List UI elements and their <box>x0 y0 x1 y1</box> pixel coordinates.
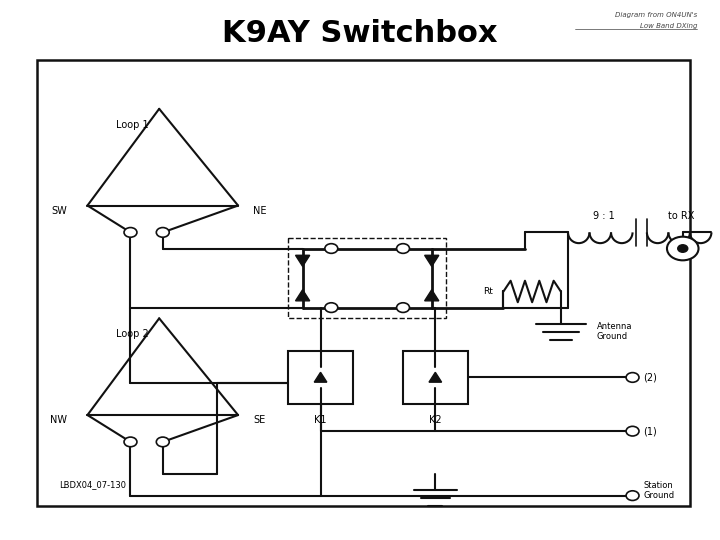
Circle shape <box>678 245 688 252</box>
Text: Loop 2: Loop 2 <box>116 329 149 340</box>
Text: Station
Ground: Station Ground <box>643 481 675 500</box>
Bar <box>37 60 690 507</box>
Text: (1): (1) <box>643 426 657 436</box>
Text: SE: SE <box>253 415 266 426</box>
Polygon shape <box>295 290 310 301</box>
Circle shape <box>124 227 137 237</box>
Text: NE: NE <box>253 206 266 216</box>
Circle shape <box>325 303 338 313</box>
Circle shape <box>667 237 698 260</box>
Circle shape <box>156 227 169 237</box>
Polygon shape <box>314 372 327 382</box>
Text: K9AY Switchbox: K9AY Switchbox <box>222 19 498 48</box>
Circle shape <box>626 373 639 382</box>
Circle shape <box>626 491 639 501</box>
Text: K1: K1 <box>315 415 327 426</box>
Circle shape <box>397 303 410 313</box>
Text: Loop 1: Loop 1 <box>116 120 149 130</box>
Text: 9 : 1: 9 : 1 <box>593 211 615 221</box>
Text: Antenna
Ground: Antenna Ground <box>597 322 632 341</box>
Text: SW: SW <box>51 206 67 216</box>
Text: Diagram from ON4UN's: Diagram from ON4UN's <box>615 12 697 18</box>
Bar <box>403 350 467 404</box>
Polygon shape <box>425 255 438 266</box>
Text: (2): (2) <box>643 373 657 382</box>
Polygon shape <box>295 255 310 266</box>
Bar <box>288 350 353 404</box>
Text: LBDX04_07-130: LBDX04_07-130 <box>59 481 126 489</box>
Text: Low Band DXing: Low Band DXing <box>639 23 697 29</box>
Bar <box>288 238 446 319</box>
Circle shape <box>124 437 137 447</box>
Text: K2: K2 <box>429 415 441 426</box>
Polygon shape <box>425 290 438 301</box>
Circle shape <box>626 427 639 436</box>
Text: to RX: to RX <box>668 211 695 221</box>
Circle shape <box>156 437 169 447</box>
Circle shape <box>397 244 410 253</box>
Text: Rt: Rt <box>483 287 492 296</box>
Circle shape <box>325 244 338 253</box>
Polygon shape <box>429 372 441 382</box>
Text: NW: NW <box>50 415 67 426</box>
